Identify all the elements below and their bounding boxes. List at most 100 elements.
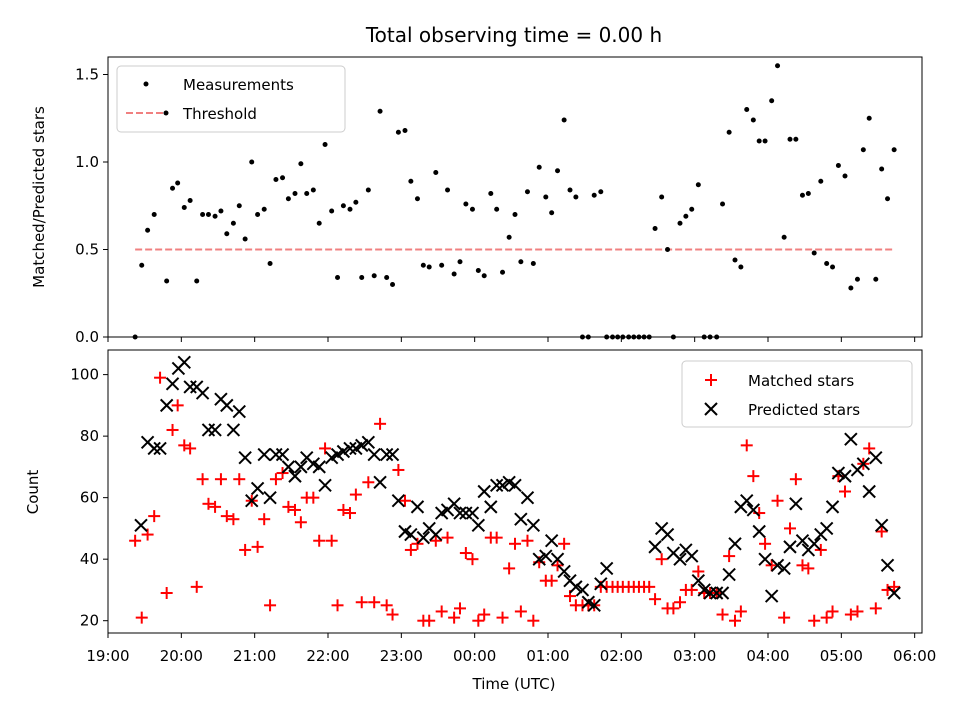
predicted-star-point	[263, 490, 277, 505]
measurement-point	[866, 115, 872, 121]
measurement-point	[310, 187, 316, 193]
predicted-star-point	[416, 530, 431, 545]
x-tick-label: 21:00	[233, 647, 276, 665]
predicted-star-point	[404, 527, 418, 542]
measurement-point	[139, 262, 145, 268]
predicted-star-point	[831, 466, 846, 480]
measurement-point	[756, 138, 762, 144]
matched-star-point	[844, 608, 857, 621]
matched-star-point	[148, 510, 161, 523]
x-tick-label: 20:00	[160, 647, 203, 665]
predicted-star-point	[770, 558, 785, 573]
measurement-point	[885, 196, 891, 202]
measurement-point	[329, 208, 335, 214]
matched-star-point	[264, 599, 277, 612]
matched-star-point	[740, 439, 753, 452]
measurement-point	[181, 205, 187, 210]
predicted-star-point	[288, 469, 302, 483]
matched-star-point	[184, 442, 197, 455]
legend-matched-marker	[705, 374, 717, 386]
measurement-point	[322, 142, 328, 147]
predicted-star-point	[587, 598, 601, 613]
matched-star-point	[808, 614, 821, 627]
x-tick-label: 05:00	[820, 647, 863, 665]
predicted-star-point	[691, 573, 706, 588]
predicted-star-point	[153, 441, 167, 456]
matched-star-point	[527, 614, 540, 627]
predicted-star-point	[862, 484, 876, 499]
matched-star-point	[239, 543, 252, 556]
measurement-point	[720, 201, 726, 207]
predicted-star-point	[532, 552, 546, 566]
measurement-point	[524, 189, 530, 195]
predicted-star-point	[281, 460, 296, 474]
matched-star-point	[435, 605, 448, 618]
measurement-point	[726, 129, 732, 135]
measurement-point	[145, 227, 151, 233]
measurement-point	[769, 98, 775, 104]
predicted-star-point	[159, 398, 174, 413]
measurement-point	[316, 220, 322, 226]
measurement-point	[304, 191, 310, 196]
predicted-star-point	[361, 435, 376, 449]
matched-star-point	[667, 602, 680, 615]
predicted-star-point	[226, 423, 241, 437]
measurement-point	[793, 136, 799, 142]
matched-star-point	[269, 473, 282, 486]
measurement-point	[463, 201, 469, 207]
measurement-point	[854, 276, 860, 282]
predicted-star-point	[795, 534, 810, 548]
predicted-star-point	[477, 484, 491, 499]
measurement-point	[390, 282, 396, 287]
matched-star-point	[448, 611, 461, 624]
x-tick-label: 06:00	[893, 647, 936, 665]
matched-star-point	[545, 574, 558, 587]
bottom-plot-frame	[107, 349, 923, 634]
matched-star-point	[778, 611, 791, 624]
measurement-point	[555, 168, 561, 174]
matched-star-point	[355, 596, 368, 609]
matched-star-point	[692, 565, 705, 578]
bottom-y-axis-label: Count	[24, 470, 42, 515]
measurement-point	[536, 164, 542, 170]
predicted-star-point	[740, 494, 754, 508]
matched-star-point	[129, 534, 142, 547]
predicted-star-point	[514, 512, 528, 526]
measurement-point	[457, 259, 463, 265]
measurement-point	[194, 278, 200, 284]
top-y-tick-label: 0.0	[75, 328, 99, 346]
matched-star-point	[154, 371, 167, 384]
matched-star-point	[839, 485, 851, 498]
matched-star-point	[325, 534, 338, 547]
measurement-point	[451, 271, 457, 277]
matched-star-point	[478, 608, 491, 621]
predicted-star-point	[825, 500, 840, 514]
measurement-point	[433, 170, 439, 175]
matched-star-point	[404, 543, 417, 556]
matched-star-point	[362, 476, 375, 489]
predicted-star-point	[819, 521, 834, 536]
matched-star-point	[214, 473, 227, 486]
matched-star-point	[135, 611, 148, 624]
matched-star-point	[429, 534, 442, 547]
predicted-star-point	[673, 552, 687, 566]
predicted-star-point	[275, 447, 290, 462]
measurement-point	[402, 128, 408, 133]
matched-star-point	[869, 602, 882, 615]
predicted-star-point	[471, 518, 486, 533]
predicted-star-point	[844, 432, 858, 446]
measurement-point	[164, 278, 170, 284]
matched-star-point	[209, 500, 222, 513]
matched-star-point	[166, 423, 179, 436]
measurement-point	[824, 261, 830, 266]
predicted-star-point	[385, 447, 400, 462]
matched-star-point	[454, 602, 466, 615]
x-tick-label: 00:00	[453, 647, 496, 665]
predicted-star-point	[453, 506, 467, 520]
matched-star-point	[496, 611, 509, 624]
measurement-point	[488, 191, 494, 196]
matched-star-point	[386, 608, 399, 621]
measurement-point	[224, 231, 230, 237]
matched-star-point	[509, 537, 521, 550]
matched-star-point	[466, 553, 479, 566]
